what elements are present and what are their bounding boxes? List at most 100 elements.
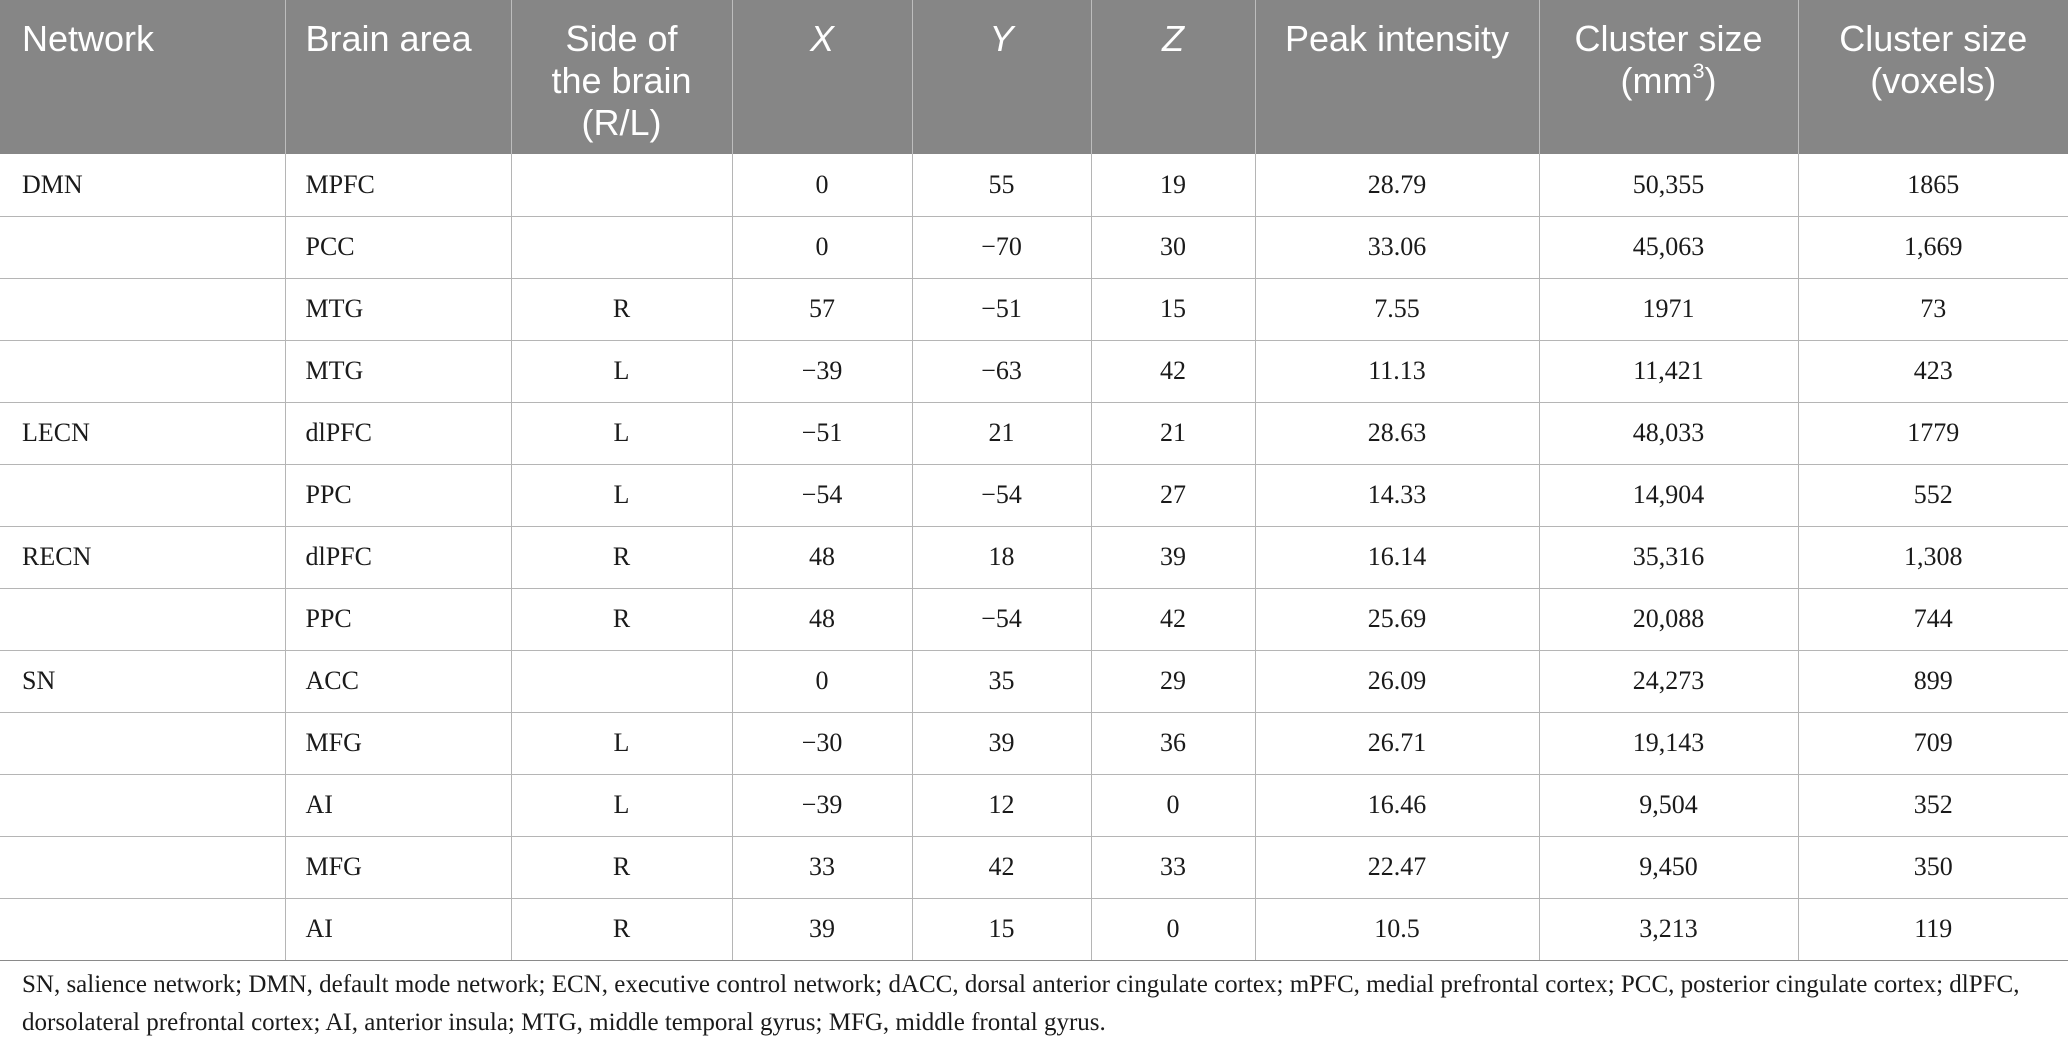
cell-side: L [510, 464, 732, 527]
cell-y: 21 [911, 402, 1091, 465]
cell-cluster-size-mm3: 19,143 [1538, 712, 1798, 775]
cell-y: 18 [911, 526, 1091, 589]
cell-brain-area: PPC [284, 588, 511, 651]
cell-brain-area: ACC [284, 650, 511, 713]
table-row: DMN MPFC 0 55 19 28.79 50,355 1865 [0, 154, 2068, 217]
cell-brain-area: PCC [284, 216, 511, 279]
table-row: PPC L −54 −54 27 14.33 14,904 552 [0, 464, 2068, 527]
table-body: DMN MPFC 0 55 19 28.79 50,355 1865 PCC 0 −70 30 33.0… [0, 154, 2068, 961]
header-cluster-mm-line1: Cluster size [1574, 18, 1763, 59]
header-network: Network [0, 0, 285, 154]
cell-side: L [510, 402, 732, 465]
cell-z: 30 [1090, 216, 1255, 279]
cell-network [0, 278, 285, 341]
header-side-line1: Side of [565, 18, 678, 59]
table-row: SN ACC 0 35 29 26.09 24,273 899 [0, 650, 2068, 713]
cell-peak-intensity: 7.55 [1254, 278, 1539, 341]
cell-network [0, 836, 285, 899]
cell-x: 0 [731, 650, 912, 713]
table-footnote: SN, salience network; DMN, default mode … [22, 971, 2020, 1036]
brain-network-table-container: Network Brain area Side of the brain (R/… [0, 0, 2068, 961]
cell-peak-intensity: 26.71 [1254, 712, 1539, 775]
cell-cluster-size-voxels: 352 [1797, 774, 2068, 837]
cell-brain-area: MFG [284, 712, 511, 775]
cell-brain-area: MFG [284, 836, 511, 899]
cell-y: −54 [911, 464, 1091, 527]
cell-cluster-size-voxels: 1,308 [1797, 526, 2068, 589]
cell-y: −54 [911, 588, 1091, 651]
cell-side: R [510, 836, 732, 899]
cell-cluster-size-voxels: 744 [1797, 588, 2068, 651]
cell-side [510, 650, 732, 713]
cell-side: R [510, 898, 732, 961]
header-cluster-mm-unit-open: (mm [1620, 60, 1693, 101]
cell-z: 33 [1090, 836, 1255, 899]
header-row: Network Brain area Side of the brain (R/… [0, 0, 2068, 154]
cell-side [510, 216, 732, 279]
cell-x: 57 [731, 278, 912, 341]
cell-brain-area: PPC [284, 464, 511, 527]
cell-z: 0 [1090, 898, 1255, 961]
cell-y: −70 [911, 216, 1091, 279]
header-cluster-mm-sup: 3 [1692, 57, 1705, 83]
cell-x: −51 [731, 402, 912, 465]
cell-cluster-size-mm3: 14,904 [1538, 464, 1798, 527]
cell-peak-intensity: 33.06 [1254, 216, 1539, 279]
cell-cluster-size-mm3: 50,355 [1538, 154, 1798, 217]
cell-peak-intensity: 28.79 [1254, 154, 1539, 217]
cell-cluster-size-voxels: 1779 [1797, 402, 2068, 465]
cell-z: 19 [1090, 154, 1255, 217]
header-x: X [731, 0, 912, 154]
cell-x: 48 [731, 526, 912, 589]
table-row: PPC R 48 −54 42 25.69 20,088 744 [0, 588, 2068, 651]
cell-network: SN [0, 650, 285, 713]
table-row: MTG L −39 −63 42 11.13 11,421 423 [0, 340, 2068, 403]
cell-y: 35 [911, 650, 1091, 713]
header-cluster-vox-line1: Cluster size [1839, 18, 2028, 59]
cell-network [0, 774, 285, 837]
cell-peak-intensity: 16.46 [1254, 774, 1539, 837]
cell-side: R [510, 588, 732, 651]
table-row: AI L −39 12 0 16.46 9,504 352 [0, 774, 2068, 837]
cell-network: DMN [0, 154, 285, 217]
cell-network: LECN [0, 402, 285, 465]
cell-cluster-size-mm3: 20,088 [1538, 588, 1798, 651]
cell-network [0, 464, 285, 527]
cell-side: L [510, 340, 732, 403]
cell-cluster-size-voxels: 1,669 [1797, 216, 2068, 279]
table-row: MFG L −30 39 36 26.71 19,143 709 [0, 712, 2068, 775]
cell-network [0, 216, 285, 279]
cell-y: 12 [911, 774, 1091, 837]
cell-brain-area: AI [284, 898, 511, 961]
cell-cluster-size-voxels: 709 [1797, 712, 2068, 775]
cell-cluster-size-voxels: 423 [1797, 340, 2068, 403]
header-peak-intensity: Peak intensity [1254, 0, 1539, 154]
cell-cluster-size-mm3: 9,504 [1538, 774, 1798, 837]
cell-peak-intensity: 26.09 [1254, 650, 1539, 713]
cell-peak-intensity: 10.5 [1254, 898, 1539, 961]
cell-cluster-size-voxels: 1865 [1797, 154, 2068, 217]
cell-brain-area: MTG [284, 340, 511, 403]
cell-x: −30 [731, 712, 912, 775]
cell-network: RECN [0, 526, 285, 589]
cell-network [0, 588, 285, 651]
cell-z: 27 [1090, 464, 1255, 527]
cell-cluster-size-mm3: 3,213 [1538, 898, 1798, 961]
cell-z: 42 [1090, 588, 1255, 651]
cell-z: 36 [1090, 712, 1255, 775]
cell-z: 15 [1090, 278, 1255, 341]
cell-cluster-size-voxels: 119 [1797, 898, 2068, 961]
cell-brain-area: AI [284, 774, 511, 837]
cell-brain-area: MTG [284, 278, 511, 341]
table-row: LECN dlPFC L −51 21 21 28.63 48,033 1779 [0, 402, 2068, 465]
table-header: Network Brain area Side of the brain (R/… [0, 0, 2068, 154]
brain-network-table: Network Brain area Side of the brain (R/… [0, 0, 2068, 961]
cell-x: −54 [731, 464, 912, 527]
cell-x: 39 [731, 898, 912, 961]
cell-y: 55 [911, 154, 1091, 217]
cell-z: 0 [1090, 774, 1255, 837]
cell-peak-intensity: 16.14 [1254, 526, 1539, 589]
cell-x: 48 [731, 588, 912, 651]
cell-peak-intensity: 22.47 [1254, 836, 1539, 899]
cell-brain-area: dlPFC [284, 526, 511, 589]
